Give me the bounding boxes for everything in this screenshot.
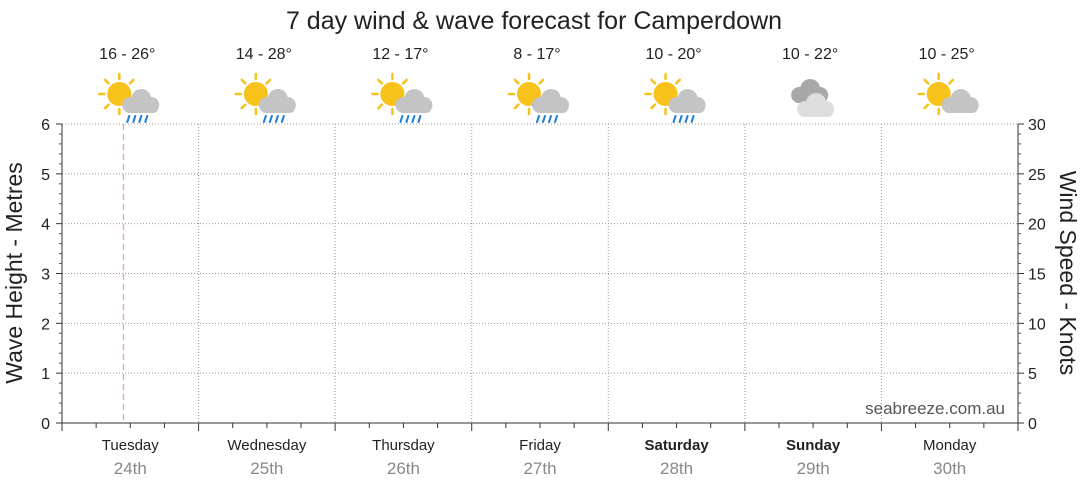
cloud-base — [124, 103, 159, 113]
rain-drop — [405, 115, 410, 123]
sun-ray — [377, 103, 384, 110]
day-date: 24th — [114, 459, 147, 478]
day-date: 25th — [250, 459, 283, 478]
sun-ray — [513, 103, 520, 110]
sun-ray — [377, 78, 384, 85]
sun-ray — [923, 78, 930, 85]
rain-drop — [542, 115, 546, 123]
sun-cloud-icon — [917, 72, 979, 116]
rain-drop — [548, 115, 552, 123]
sun-cloud-rain-icon — [644, 72, 706, 123]
sun-ray — [923, 103, 930, 110]
sun-ray — [650, 78, 657, 85]
rain-drop — [268, 115, 273, 123]
day-temperature: 10 - 22° — [782, 46, 838, 63]
right-tick-label: 5 — [1028, 366, 1037, 383]
day-name: Saturday — [644, 437, 709, 454]
rain-drop — [554, 115, 558, 123]
rain-drop — [411, 115, 416, 123]
right-tick-label: 10 — [1028, 316, 1046, 333]
sun-ray — [240, 78, 247, 85]
cloud-base — [670, 103, 705, 113]
rain-drop — [690, 115, 695, 123]
left-tick-label: 0 — [41, 416, 50, 433]
day-temperature: 8 - 17° — [513, 46, 560, 63]
left-axis-title: Wave Height - Metres — [1, 162, 27, 384]
sun-ray — [538, 78, 545, 85]
right-tick-label: 30 — [1028, 117, 1046, 134]
day-name: Wednesday — [227, 437, 306, 454]
sun-cloud-rain-icon — [507, 72, 569, 123]
day-temperature: 10 - 25° — [919, 46, 975, 63]
left-tick-label: 5 — [41, 167, 50, 184]
cloud-base — [260, 103, 295, 113]
day-name: Thursday — [372, 437, 435, 454]
chart-title: 7 day wind & wave forecast for Camperdow… — [286, 7, 782, 35]
left-tick-label: 1 — [41, 366, 50, 383]
sun-ray — [401, 78, 408, 85]
day-name: Tuesday — [102, 437, 159, 454]
day-labels: Tuesday 24th Wednesday 25th Thursday 26th Frid… — [102, 437, 977, 478]
cloud-base — [534, 103, 568, 113]
day-date: 26th — [387, 459, 420, 478]
left-tick-label: 3 — [41, 267, 50, 284]
rain-drop — [417, 115, 422, 123]
grid-lines — [62, 123, 1018, 423]
right-axis-ticks: 0 5 10 15 20 25 30 — [1018, 117, 1046, 433]
day-temperature: 16 - 26° — [99, 46, 155, 63]
rain-drop — [138, 115, 143, 123]
sun-ray — [513, 78, 520, 85]
sun-ray — [128, 78, 135, 85]
day-temperature: 14 - 28° — [236, 46, 292, 63]
rain-drop — [132, 115, 137, 123]
right-axis-title: Wind Speed - Knots — [1055, 171, 1080, 376]
rain-drop — [274, 115, 279, 123]
right-tick-label: 25 — [1028, 167, 1046, 184]
left-axis-ticks: 0 1 2 3 4 5 6 — [41, 117, 62, 433]
right-tick-label: 15 — [1028, 267, 1046, 284]
day-name: Sunday — [786, 437, 841, 454]
cloud-base — [943, 103, 978, 113]
left-tick-label: 4 — [41, 217, 50, 234]
cloud-base — [397, 103, 432, 113]
sun-ray — [103, 78, 110, 85]
rain-drop — [678, 115, 683, 123]
day-name: Monday — [923, 437, 977, 454]
rain-drop — [280, 115, 285, 123]
rain-drop — [672, 115, 677, 123]
day-name: Friday — [519, 437, 561, 454]
sun-cloud-rain-icon — [98, 72, 160, 123]
rain-drop — [684, 115, 689, 123]
day-date: 29th — [797, 459, 830, 478]
temperature-labels: 16 - 26° 14 - 28° 12 - 17° 8 - 17° 10 - 20° 1… — [99, 46, 975, 63]
sun-ray — [240, 103, 247, 110]
day-temperature: 12 - 17° — [372, 46, 428, 63]
sun-ray — [674, 78, 681, 85]
left-tick-label: 2 — [41, 316, 50, 333]
watermark: seabreeze.com.au — [865, 399, 1005, 418]
sun-ray — [948, 78, 955, 85]
rain-drop — [536, 115, 540, 123]
sun-ray — [650, 103, 657, 110]
day-date: 28th — [660, 459, 693, 478]
rain-drop — [144, 115, 149, 123]
axes — [61, 124, 1019, 431]
rain-drop — [262, 115, 267, 123]
sun-cloud-rain-icon — [371, 72, 433, 123]
sun-ray — [265, 78, 272, 85]
cloud-base — [799, 107, 834, 117]
day-date: 30th — [933, 459, 966, 478]
day-temperature: 10 - 20° — [645, 46, 701, 63]
rain-drop — [399, 115, 404, 123]
cloudy-icon — [791, 79, 835, 117]
rain-drop — [126, 115, 131, 123]
day-date: 27th — [523, 459, 556, 478]
right-tick-label: 0 — [1028, 416, 1037, 433]
right-tick-label: 20 — [1028, 217, 1046, 234]
sun-cloud-rain-icon — [234, 72, 296, 123]
weather-icons — [98, 72, 979, 123]
sun-ray — [103, 103, 110, 110]
left-tick-label: 6 — [41, 117, 50, 134]
